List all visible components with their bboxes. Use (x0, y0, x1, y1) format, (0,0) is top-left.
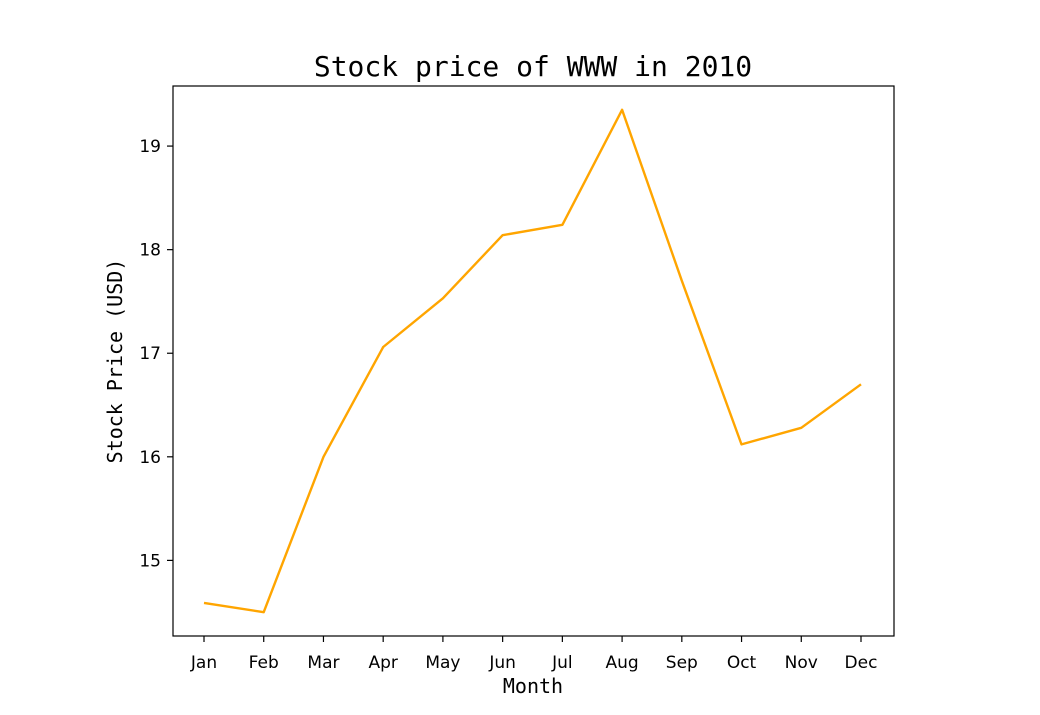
x-tick-label: May (425, 653, 460, 673)
plot-area-frame (172, 85, 895, 637)
y-tick-label: 15 (139, 551, 161, 571)
y-tick-label: 18 (139, 241, 161, 261)
x-tick-label: Feb (249, 653, 279, 673)
x-axis-label: Month (503, 674, 563, 698)
x-tick-label: Apr (368, 653, 397, 673)
y-tick-label: 16 (139, 448, 161, 468)
y-tick-label: 19 (139, 137, 161, 157)
y-tick-label: 17 (139, 344, 161, 364)
x-tick-label: Nov (785, 653, 818, 673)
x-tick-label: Jul (551, 653, 573, 673)
y-axis-label: Stock Price (USD) (103, 259, 127, 464)
series-line-stock-price (203, 108, 862, 614)
x-tick-label: Dec (845, 653, 878, 673)
x-tick-label: Aug (605, 653, 638, 673)
x-tick-label: Jan (190, 653, 217, 673)
x-tick-label: Mar (307, 653, 339, 673)
y-axis: 15 16 17 18 19 (139, 137, 173, 571)
x-axis: Jan Feb Mar Apr May Jun Jul Aug Sep Oct Nov Dec (190, 636, 878, 673)
x-tick-label: Oct (727, 653, 757, 673)
x-tick-label: Jun (488, 653, 516, 673)
chart-title: Stock price of WWW in 2010 (314, 50, 752, 83)
x-tick-label: Sep (666, 653, 698, 673)
